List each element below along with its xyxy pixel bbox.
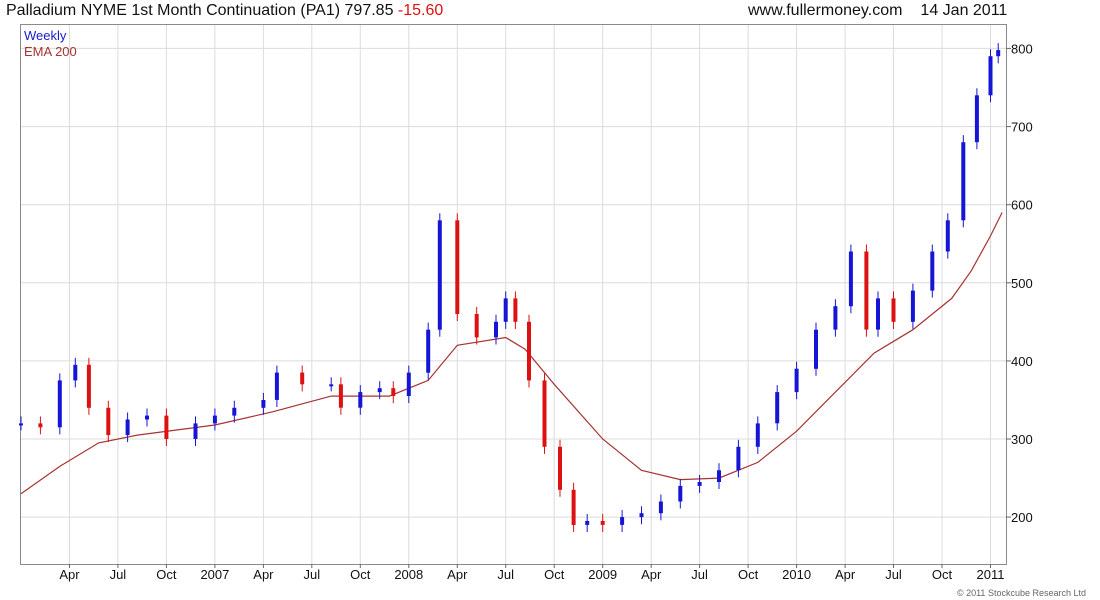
x-tick-label: Jul	[303, 567, 320, 582]
weekly-candle-body	[106, 407, 111, 436]
weekly-candle-body	[494, 321, 498, 338]
x-tick-label: Jul	[691, 567, 708, 582]
last-price: 797.85	[344, 2, 394, 19]
weekly-candle-body	[261, 400, 266, 408]
weekly-candle-body	[73, 364, 78, 381]
copyright-notice: © 2011 Stockcube Research Ltd	[956, 588, 1086, 598]
price-change: -15.60	[397, 2, 444, 19]
weekly-candle-body	[775, 392, 780, 424]
x-tick-label: Jul	[497, 567, 514, 582]
weekly-candle-body	[19, 423, 23, 426]
weekly-candle-body	[38, 423, 43, 428]
x-tick-label: Apr	[59, 567, 80, 582]
ema-200-line	[20, 212, 1003, 495]
weekly-candle-body	[426, 329, 431, 373]
weekly-candle-body	[833, 306, 838, 330]
weekly-candle-body	[639, 513, 644, 518]
weekly-candle-body	[503, 298, 508, 322]
weekly-candle-body	[996, 50, 1001, 57]
weekly-candle-body	[391, 388, 396, 396]
x-tick-label: Oct	[738, 567, 759, 582]
x-tick-label: 2010	[782, 567, 811, 582]
weekly-candle-body	[961, 142, 966, 221]
chart-source-bar: www.fullermoney.com 14 Jan 2011	[748, 0, 1007, 22]
x-tick-label: 2008	[394, 567, 423, 582]
y-tick-label: 400	[1011, 354, 1033, 369]
weekly-candle-body	[736, 446, 741, 471]
source-site: www.fullermoney.com	[748, 2, 903, 19]
weekly-candle-body	[437, 220, 442, 330]
weekly-candle-body	[145, 415, 149, 420]
y-tick-label: 200	[1011, 510, 1033, 525]
weekly-candle-body	[212, 415, 217, 424]
weekly-candle-body	[474, 314, 479, 338]
weekly-candle-body	[193, 423, 198, 439]
weekly-candle-body	[864, 251, 869, 330]
weekly-candle-body	[620, 517, 625, 525]
weekly-candle-body	[974, 95, 979, 143]
weekly-candle-body	[125, 419, 130, 436]
y-tick-label: 300	[1011, 432, 1033, 447]
weekly-candle-body	[274, 372, 279, 400]
weekly-candle-body	[717, 470, 721, 482]
weekly-candle-body	[377, 388, 382, 393]
weekly-candle-body	[57, 380, 62, 428]
chart-title-bar: Palladium NYME 1st Month Continuation (P…	[6, 0, 443, 22]
weekly-candle-body	[542, 380, 547, 447]
weekly-candle-body	[678, 485, 683, 502]
x-tick-label: 2007	[200, 567, 229, 582]
x-tick-label: Apr	[253, 567, 274, 582]
weekly-candle-body	[600, 521, 605, 525]
x-tick-label: Oct	[350, 567, 371, 582]
x-tick-label: Oct	[932, 567, 953, 582]
weekly-candle-body	[164, 415, 169, 439]
x-tick-label: 2011	[977, 567, 1005, 582]
chart-title: Palladium NYME 1st Month Continuation (P…	[6, 2, 341, 19]
legend-ema-200: EMA 200	[24, 44, 77, 59]
weekly-candle-body	[794, 368, 799, 393]
x-tick-label: 2009	[588, 567, 617, 582]
weekly-candle-body	[358, 392, 363, 408]
weekly-candle-body	[232, 407, 237, 416]
weekly-candle-body	[300, 372, 305, 385]
weekly-candle-body	[988, 56, 993, 96]
weekly-candle-body	[527, 321, 531, 381]
y-tick-label: 600	[1011, 198, 1033, 213]
weekly-candle-body	[513, 298, 518, 322]
weekly-candle-body	[848, 251, 853, 307]
x-tick-label: Apr	[835, 567, 856, 582]
weekly-candle-body	[697, 482, 702, 486]
weekly-candle-body	[814, 329, 818, 369]
x-tick-label: Jul	[110, 567, 127, 582]
weekly-candle-body	[658, 501, 663, 514]
legend-weekly: Weekly	[24, 28, 67, 43]
chart-date: 14 Jan 2011	[920, 2, 1008, 19]
weekly-candle-body	[876, 298, 880, 330]
weekly-candle-body	[86, 364, 91, 408]
weekly-candle-body	[455, 220, 460, 314]
weekly-candle-body	[945, 220, 950, 252]
weekly-candle-body	[406, 372, 411, 396]
y-tick-label: 800	[1011, 41, 1033, 56]
weekly-candle-body	[930, 251, 935, 291]
weekly-candle-body	[585, 521, 590, 525]
x-tick-label: Oct	[156, 567, 177, 582]
weekly-candle-body	[329, 384, 334, 387]
weekly-candle-body	[571, 489, 576, 525]
x-tick-label: Apr	[447, 567, 468, 582]
weekly-candle-body	[891, 298, 896, 322]
x-tick-label: Apr	[641, 567, 662, 582]
plot-frame	[20, 24, 1007, 565]
y-tick-label: 500	[1011, 276, 1033, 291]
weekly-candle-body	[910, 290, 915, 322]
x-tick-label: Oct	[544, 567, 565, 582]
weekly-candle-body	[558, 446, 562, 490]
weekly-candle-body	[338, 384, 343, 408]
x-tick-label: Jul	[885, 567, 902, 582]
weekly-candle-body	[755, 423, 760, 447]
y-tick-label: 700	[1011, 120, 1033, 135]
